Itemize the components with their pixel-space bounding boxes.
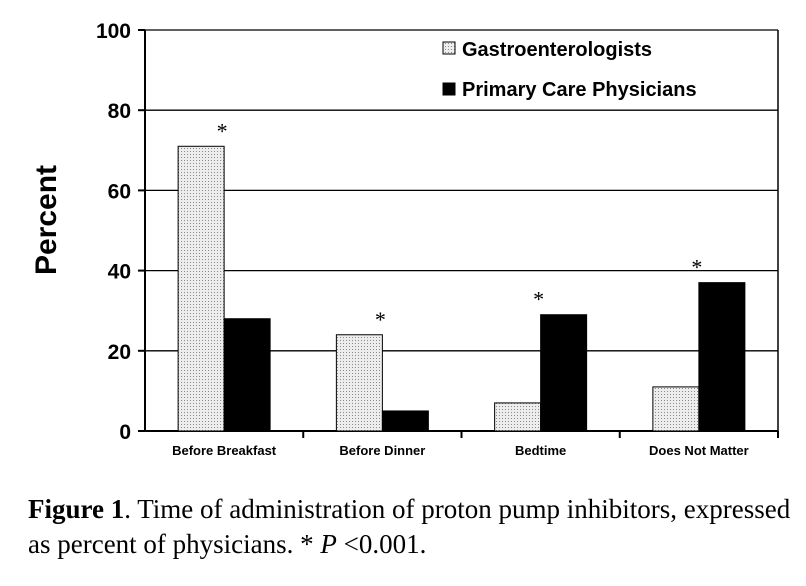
caption-p-value: <0.001. <box>343 529 427 559</box>
figure-caption: Figure 1. Time of administration of prot… <box>28 492 798 562</box>
bar-primary-care-1 <box>381 410 429 432</box>
bar-gastroenterologists-0 <box>177 145 225 432</box>
significance-star-2: * <box>533 287 544 312</box>
legend-label-primary-care: Primary Care Physicians <box>462 79 697 101</box>
x-tick-label-2: Bedtime <box>515 443 566 458</box>
y-axis-label: Percent <box>30 165 63 275</box>
y-tick-label-0: 0 <box>119 421 131 444</box>
significance-star-1: * <box>375 307 386 332</box>
bar-primary-care-2 <box>540 314 588 432</box>
bar-gastroenterologists-2 <box>494 402 542 432</box>
y-tick-labels: 0 20 40 60 80 100 <box>96 20 145 444</box>
caption-text: . Time of administration of proton pump … <box>28 494 791 559</box>
significance-star-0: * <box>217 118 228 143</box>
caption-label: Figure 1 <box>28 494 125 524</box>
x-tick-label-0: Before Breakfast <box>172 443 277 458</box>
significance-star-3: * <box>691 255 702 280</box>
x-tick-label-3: Does Not Matter <box>649 443 749 458</box>
bar-primary-care-3 <box>698 282 746 432</box>
bar-primary-care-0 <box>223 318 271 432</box>
bar-gastroenterologists-3 <box>652 386 700 432</box>
legend-swatch-gastroenterologists <box>442 41 456 55</box>
legend: Gastroenterologists Primary Care Physici… <box>442 39 697 101</box>
legend-label-gastroenterologists: Gastroenterologists <box>462 39 652 61</box>
y-tick-label-2: 40 <box>108 261 131 284</box>
significance-markers: * * * * <box>217 118 703 331</box>
caption-p-symbol: P <box>320 529 337 559</box>
x-tick-label-1: Before Dinner <box>339 443 425 458</box>
legend-swatch-primary-care <box>442 82 456 96</box>
caption-star: * <box>300 529 314 559</box>
bars <box>177 145 746 432</box>
y-tick-label-4: 80 <box>108 100 131 123</box>
category-labels: Before Breakfast Before Dinner Bedtime Does… <box>172 431 779 458</box>
bar-gastroenterologists-1 <box>335 334 383 432</box>
y-tick-label-3: 60 <box>108 180 131 203</box>
y-tick-label-1: 20 <box>108 341 131 364</box>
y-tick-label-5: 100 <box>96 20 131 43</box>
gridlines <box>145 29 778 352</box>
